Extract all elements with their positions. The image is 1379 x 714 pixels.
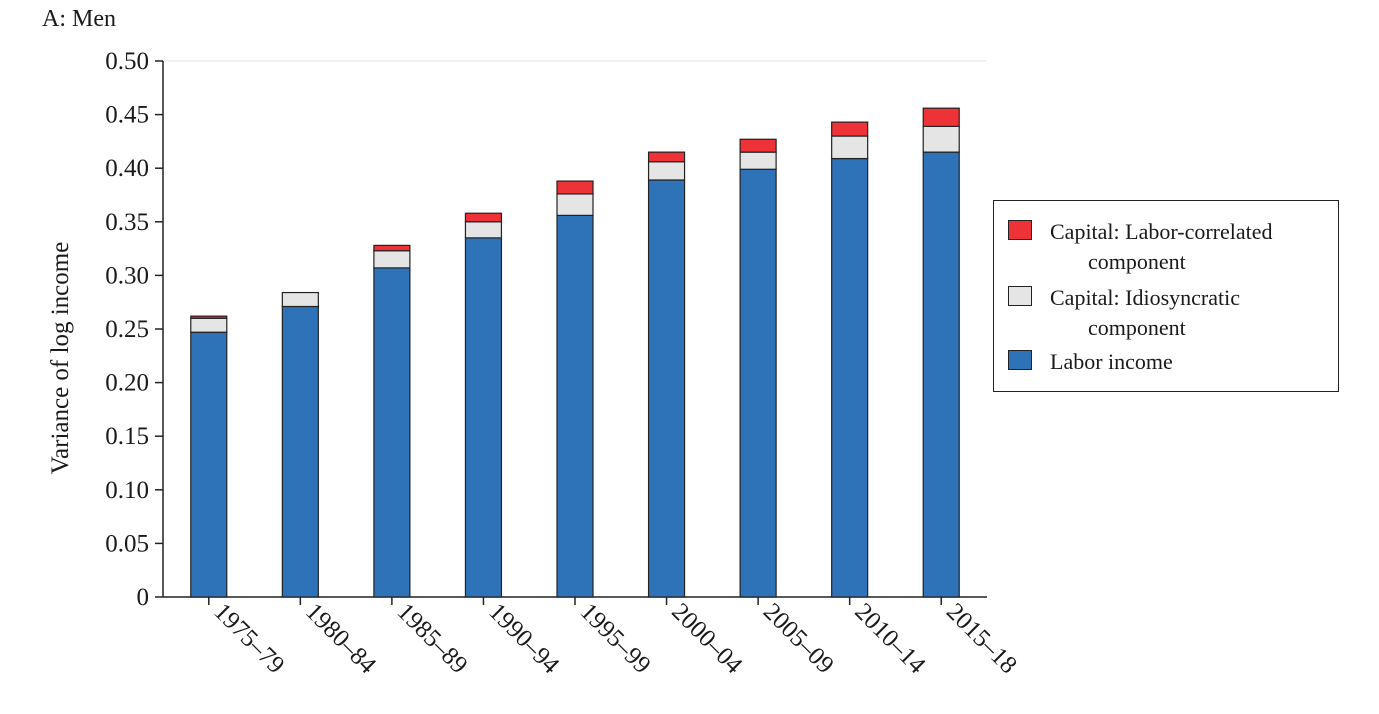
x-tick-label: 2015–18 [941, 598, 1022, 679]
x-tick-label: 1975–79 [209, 598, 290, 679]
bar-segment-labor-correlated [831, 121, 869, 137]
legend-swatch-idiosyncratic [1008, 286, 1032, 306]
legend-item-idiosyncratic: Capital: Idiosyncratic component [1008, 283, 1240, 343]
legend-label-labor-correlated: Capital: Labor-correlated component [1050, 219, 1273, 274]
bar-segment-idiosyncratic [190, 317, 228, 333]
y-tick-label: 0.15 [105, 423, 149, 450]
bar-segment-idiosyncratic [739, 151, 777, 170]
bar-segment-labor-correlated [190, 315, 228, 319]
bar-segment-labor [281, 305, 319, 598]
bar-segment-labor-correlated [373, 244, 411, 252]
y-tick-label: 0.40 [105, 155, 149, 182]
bar-segment-labor [739, 168, 777, 598]
legend-swatch-labor [1008, 350, 1032, 370]
y-tick-label: 0.45 [105, 102, 149, 129]
y-tick-label: 0.30 [105, 262, 149, 289]
bar-segment-labor-correlated [464, 212, 503, 223]
x-tick-label: 2000–04 [666, 598, 747, 679]
panel-title: A: Men [42, 6, 116, 32]
y-tick-label: 0.20 [105, 370, 149, 397]
bar-segment-idiosyncratic [556, 193, 594, 216]
x-tick-label: 1995–99 [575, 598, 656, 679]
bar-segment-idiosyncratic [922, 125, 960, 153]
x-tick-label: 1990–94 [483, 598, 564, 679]
bar-segment-labor-correlated [647, 151, 686, 163]
x-tick-label: 2005–09 [758, 598, 839, 679]
bar-segment-idiosyncratic [373, 250, 411, 269]
bar-segment-labor [831, 157, 869, 598]
legend-label-idiosyncratic: Capital: Idiosyncratic component [1050, 285, 1240, 340]
y-tick-label: 0.50 [105, 48, 149, 75]
y-tick-label: 0.10 [105, 477, 149, 504]
bar-segment-labor [922, 151, 960, 598]
y-tick-label: 0.25 [105, 316, 149, 343]
legend-item-labor: Labor income [1008, 347, 1173, 377]
bars [190, 107, 960, 598]
y-axis-label: Variance of log income [47, 242, 74, 475]
bar-segment-labor-correlated [556, 180, 594, 195]
bar-segment-labor-correlated [739, 138, 777, 153]
bar-segment-labor-correlated [922, 107, 960, 127]
x-tick-label: 1980–84 [300, 598, 381, 679]
bar-segment-labor [190, 331, 228, 598]
bar-segment-labor [373, 267, 411, 598]
bar-segment-idiosyncratic [831, 135, 869, 160]
bar-segment-idiosyncratic [281, 291, 319, 308]
bar-segment-labor [464, 237, 503, 598]
y-tick-label: 0.05 [105, 530, 149, 557]
legend-swatch-labor-correlated [1008, 220, 1032, 240]
bar-segment-idiosyncratic [647, 161, 686, 181]
bar-segment-idiosyncratic [464, 221, 503, 239]
x-tick-label: 2010–14 [849, 598, 930, 679]
x-tick-label: 1985–89 [392, 598, 473, 679]
bar-segment-labor [556, 214, 594, 598]
bar-segment-labor [647, 179, 686, 598]
legend-item-labor-correlated: Capital: Labor-correlated component [1008, 217, 1273, 277]
y-tick-label: 0.35 [105, 209, 149, 236]
legend-label-labor: Labor income [1050, 349, 1173, 374]
legend: Capital: Labor-correlated component Capi… [993, 200, 1339, 392]
y-tick-label: 0 [137, 584, 150, 611]
